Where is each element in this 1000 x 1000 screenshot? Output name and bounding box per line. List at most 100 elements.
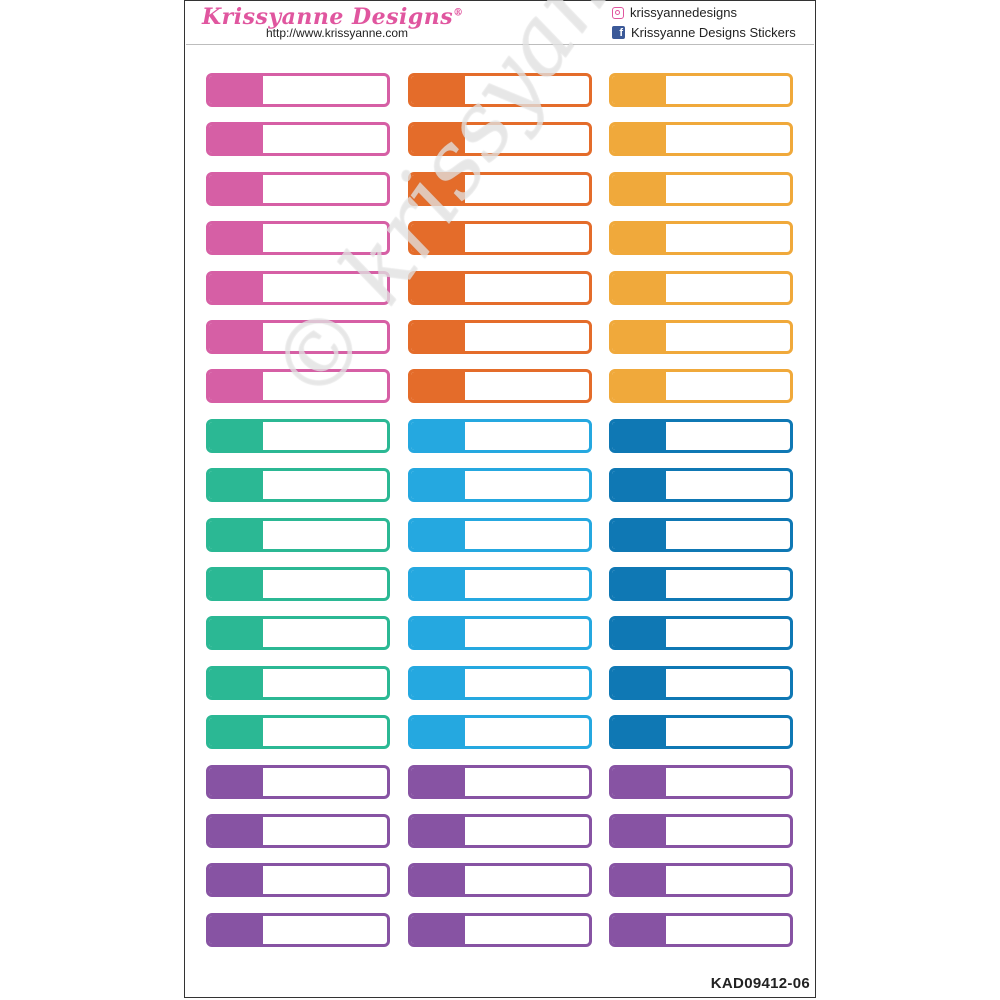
- sticker-color-tab: [209, 274, 263, 302]
- label-sticker: [609, 73, 793, 107]
- sticker-color-tab: [209, 372, 263, 400]
- label-sticker: [609, 320, 793, 354]
- sticker-color-tab: [209, 224, 263, 252]
- sticker-color-tab: [411, 521, 465, 549]
- label-sticker: [609, 172, 793, 206]
- sticker-color-tab: [209, 916, 263, 944]
- brand-logo: Krissyanne Designs®: [202, 4, 464, 30]
- label-sticker: [408, 715, 592, 749]
- label-sticker: [206, 221, 390, 255]
- label-sticker: [408, 814, 592, 848]
- label-sticker: [206, 419, 390, 453]
- label-sticker: [609, 814, 793, 848]
- sticker-color-tab: [411, 125, 465, 153]
- sticker-color-tab: [209, 669, 263, 697]
- brand-trademark: ®: [453, 7, 464, 19]
- sticker-color-tab: [411, 619, 465, 647]
- label-sticker: [206, 271, 390, 305]
- sticker-color-tab: [209, 570, 263, 598]
- sticker-color-tab: [612, 768, 666, 796]
- sticker-color-tab: [209, 323, 263, 351]
- sticker-color-tab: [411, 718, 465, 746]
- label-sticker: [408, 73, 592, 107]
- sticker-color-tab: [411, 76, 465, 104]
- sticker-color-tab: [411, 372, 465, 400]
- sticker-color-tab: [612, 521, 666, 549]
- label-sticker: [609, 616, 793, 650]
- label-sticker: [408, 567, 592, 601]
- sticker-color-tab: [411, 669, 465, 697]
- label-sticker: [206, 616, 390, 650]
- sticker-color-tab: [411, 323, 465, 351]
- label-sticker: [206, 765, 390, 799]
- product-code: KAD09412-06: [710, 975, 810, 992]
- label-sticker: [609, 715, 793, 749]
- sticker-color-tab: [209, 768, 263, 796]
- label-sticker: [609, 567, 793, 601]
- label-sticker: [408, 765, 592, 799]
- sticker-color-tab: [612, 323, 666, 351]
- label-sticker: [206, 468, 390, 502]
- sticker-color-tab: [612, 669, 666, 697]
- label-sticker: [609, 221, 793, 255]
- sticker-color-tab: [612, 619, 666, 647]
- sticker-color-tab: [612, 224, 666, 252]
- label-sticker: [609, 666, 793, 700]
- sticker-color-tab: [612, 570, 666, 598]
- sticker-color-tab: [209, 125, 263, 153]
- instagram-icon: [612, 6, 624, 19]
- sticker-color-tab: [411, 422, 465, 450]
- label-sticker: [206, 122, 390, 156]
- sticker-color-tab: [411, 224, 465, 252]
- sticker-color-tab: [612, 718, 666, 746]
- facebook-page[interactable]: f Krissyanne Designs Stickers: [612, 25, 796, 40]
- sticker-color-tab: [411, 817, 465, 845]
- sticker-color-tab: [411, 274, 465, 302]
- label-sticker: [408, 320, 592, 354]
- sticker-color-tab: [411, 916, 465, 944]
- label-sticker: [206, 863, 390, 897]
- label-sticker: [408, 172, 592, 206]
- sticker-color-tab: [612, 422, 666, 450]
- label-sticker: [206, 172, 390, 206]
- label-sticker: [206, 73, 390, 107]
- label-sticker: [408, 221, 592, 255]
- label-sticker: [408, 468, 592, 502]
- label-sticker: [206, 567, 390, 601]
- sticker-color-tab: [209, 718, 263, 746]
- sticker-color-tab: [209, 521, 263, 549]
- label-sticker: [408, 913, 592, 947]
- label-sticker: [408, 616, 592, 650]
- sticker-color-tab: [209, 817, 263, 845]
- sticker-color-tab: [612, 817, 666, 845]
- sticker-color-tab: [411, 768, 465, 796]
- sticker-color-tab: [411, 175, 465, 203]
- sticker-color-tab: [612, 866, 666, 894]
- label-sticker: [206, 666, 390, 700]
- sticker-color-tab: [411, 570, 465, 598]
- brand-name: Krissyanne Designs: [202, 4, 454, 30]
- label-sticker: [609, 122, 793, 156]
- sticker-color-tab: [209, 471, 263, 499]
- sticker-color-tab: [612, 372, 666, 400]
- label-sticker: [408, 271, 592, 305]
- sticker-color-tab: [612, 916, 666, 944]
- label-sticker: [206, 369, 390, 403]
- sticker-color-tab: [209, 619, 263, 647]
- sticker-color-tab: [411, 471, 465, 499]
- label-sticker: [408, 518, 592, 552]
- label-sticker: [408, 419, 592, 453]
- label-sticker: [609, 765, 793, 799]
- sticker-color-tab: [612, 471, 666, 499]
- label-sticker: [206, 715, 390, 749]
- sticker-color-tab: [612, 125, 666, 153]
- sticker-color-tab: [209, 76, 263, 104]
- sticker-color-tab: [209, 175, 263, 203]
- instagram-handle[interactable]: krissyannedesigns: [612, 5, 737, 20]
- brand-url[interactable]: http://www.krissyanne.com: [266, 26, 409, 40]
- sticker-color-tab: [209, 866, 263, 894]
- sticker-color-tab: [209, 422, 263, 450]
- label-sticker: [206, 913, 390, 947]
- sticker-color-tab: [612, 175, 666, 203]
